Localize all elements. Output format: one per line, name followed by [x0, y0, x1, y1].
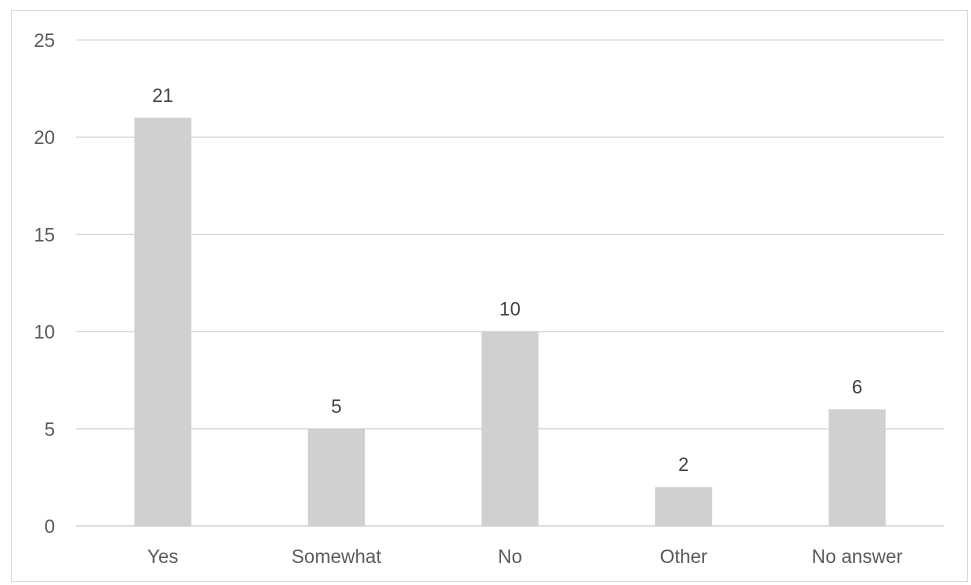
- y-tick-label: 15: [34, 225, 55, 246]
- y-tick-label: 0: [44, 517, 55, 538]
- data-label: 10: [499, 300, 520, 321]
- data-label: 5: [331, 397, 342, 418]
- bar-somewhat: [307, 428, 365, 526]
- y-tick-label: 20: [34, 128, 55, 149]
- bar-no-answer: [828, 409, 886, 526]
- y-tick-label: 25: [34, 31, 55, 52]
- x-tick-label: No answer: [812, 547, 903, 568]
- x-axis-ticks: Yes Somewhat No Other No answer: [147, 547, 903, 568]
- data-label: 6: [852, 377, 863, 398]
- bars: [134, 117, 886, 526]
- data-label: 21: [152, 86, 173, 107]
- bar-yes: [134, 117, 192, 526]
- bar-other: [655, 487, 713, 526]
- y-axis-ticks: 0 5 10 15 20 25: [34, 31, 55, 538]
- x-tick-label: No: [498, 547, 522, 568]
- x-tick-label: Other: [660, 547, 708, 568]
- bar-no: [481, 331, 539, 526]
- data-labels: 21 5 10 2 6: [152, 86, 862, 476]
- y-tick-label: 5: [44, 420, 55, 441]
- x-tick-label: Yes: [147, 547, 178, 568]
- data-label: 2: [678, 455, 689, 476]
- y-tick-label: 10: [34, 323, 55, 344]
- gridlines: [76, 39, 944, 527]
- x-tick-label: Somewhat: [292, 547, 382, 568]
